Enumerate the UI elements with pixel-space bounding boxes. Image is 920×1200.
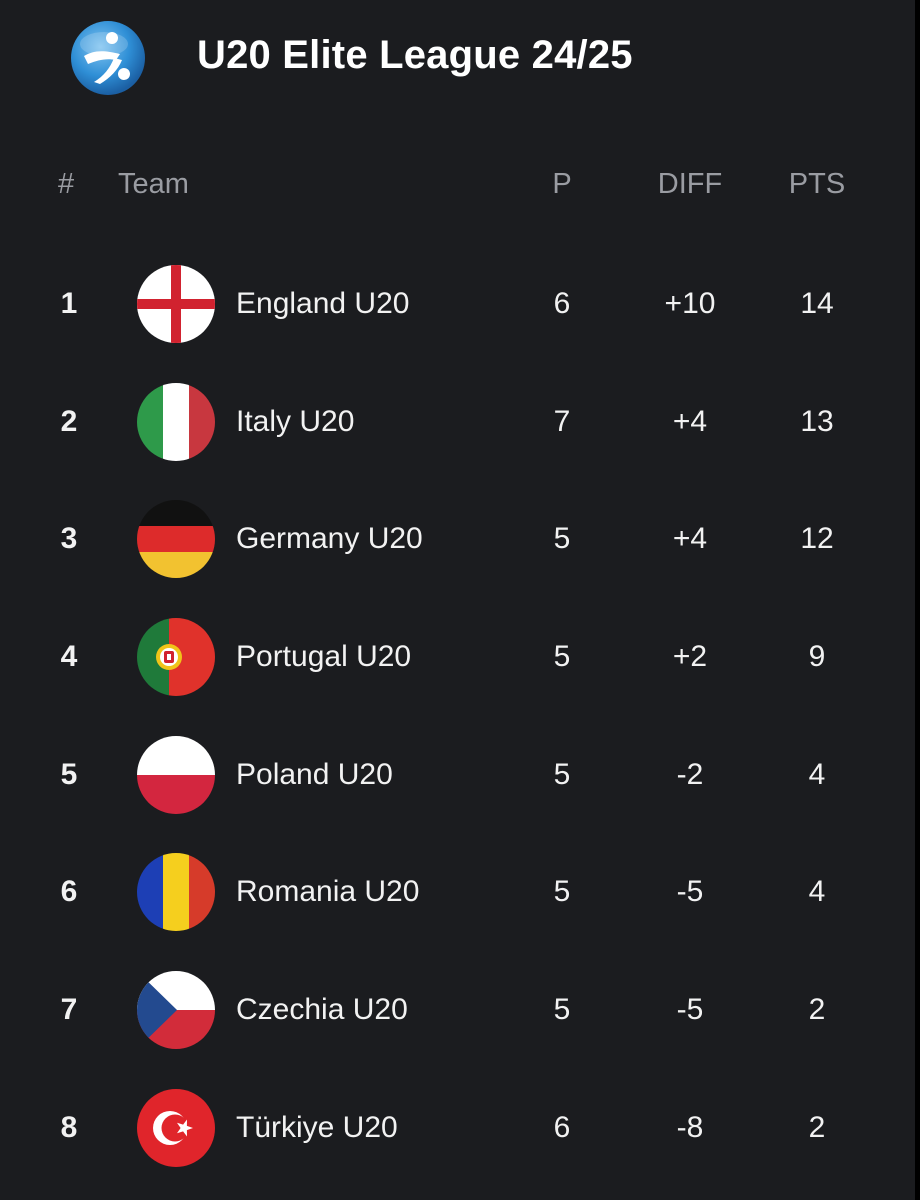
standings-table: 1 England U20 6 +10 14 2 (0, 245, 915, 1187)
league-header: U20 Elite League 24/25 (0, 0, 915, 120)
column-header-points: PTS (788, 168, 846, 200)
points-cell: 2 (808, 1110, 826, 1144)
column-header-rank: # (58, 168, 75, 200)
played-cell: 7 (553, 404, 571, 438)
column-header-diff: DIFF (657, 168, 723, 200)
column-header-played: P (552, 168, 572, 200)
rank-cell: 5 (60, 757, 78, 791)
diff-cell: -5 (676, 993, 704, 1027)
points-cell: 2 (808, 993, 826, 1027)
rank-cell: 4 (60, 640, 78, 674)
played-cell: 5 (553, 757, 571, 791)
table-row[interactable]: 7 Czechia U20 5 -5 2 (0, 951, 915, 1069)
points-cell: 4 (808, 757, 826, 791)
rank-cell: 2 (60, 404, 78, 438)
diff-cell: +2 (672, 640, 708, 674)
page-title: U20 Elite League 24/25 (197, 33, 633, 77)
diff-cell: -2 (676, 757, 704, 791)
team-name[interactable]: England U20 (236, 287, 410, 320)
diff-cell: +4 (672, 522, 708, 556)
turkiye-flag-icon (137, 1088, 215, 1167)
points-cell: 13 (800, 404, 834, 438)
played-cell: 5 (553, 522, 571, 556)
diff-cell: -5 (676, 875, 704, 909)
column-header-team: Team (118, 168, 189, 200)
team-name[interactable]: Türkiye U20 (236, 1110, 398, 1144)
played-cell: 5 (553, 875, 571, 909)
table-row[interactable]: 8 Türkiye U20 6 -8 2 (0, 1069, 915, 1187)
played-cell: 5 (553, 993, 571, 1027)
diff-cell: +4 (672, 404, 708, 438)
table-row[interactable]: 3 Germany U20 5 +4 12 (0, 480, 915, 598)
played-cell: 5 (553, 640, 571, 674)
team-name[interactable]: Italy U20 (236, 404, 355, 438)
table-row[interactable]: 6 Romania U20 5 -5 4 (0, 833, 915, 951)
table-row[interactable]: 2 Italy U20 7 +4 13 (0, 363, 915, 481)
diff-cell: -8 (676, 1110, 704, 1144)
points-cell: 9 (808, 640, 826, 674)
points-cell: 4 (808, 875, 826, 909)
england-flag-icon (137, 265, 215, 343)
team-name[interactable]: Portugal U20 (236, 640, 412, 674)
table-row[interactable]: 5 Poland U20 5 -2 4 (0, 716, 915, 834)
rank-cell: 8 (60, 1110, 78, 1144)
diff-cell: +10 (664, 287, 716, 320)
played-cell: 6 (553, 1110, 571, 1144)
table-row[interactable]: 4 Portugal U20 5 +2 9 (0, 598, 915, 716)
league-ball-icon[interactable] (70, 20, 146, 96)
germany-flag-icon (137, 500, 215, 579)
poland-flag-icon (137, 735, 215, 814)
team-name[interactable]: Germany U20 (236, 522, 423, 556)
rank-cell: 6 (60, 875, 78, 909)
team-name[interactable]: Czechia U20 (236, 993, 408, 1027)
points-cell: 12 (800, 522, 834, 556)
italy-flag-icon (137, 382, 215, 461)
portugal-flag-icon (137, 618, 215, 697)
table-row[interactable]: 1 England U20 6 +10 14 (0, 245, 915, 363)
rank-cell: 7 (60, 993, 78, 1027)
czechia-flag-icon (137, 971, 215, 1050)
points-cell: 14 (800, 287, 834, 320)
team-name[interactable]: Poland U20 (236, 757, 393, 791)
team-name[interactable]: Romania U20 (236, 875, 420, 909)
rank-cell: 1 (60, 287, 78, 320)
rank-cell: 3 (60, 522, 78, 556)
romania-flag-icon (137, 853, 215, 932)
played-cell: 6 (553, 287, 571, 320)
